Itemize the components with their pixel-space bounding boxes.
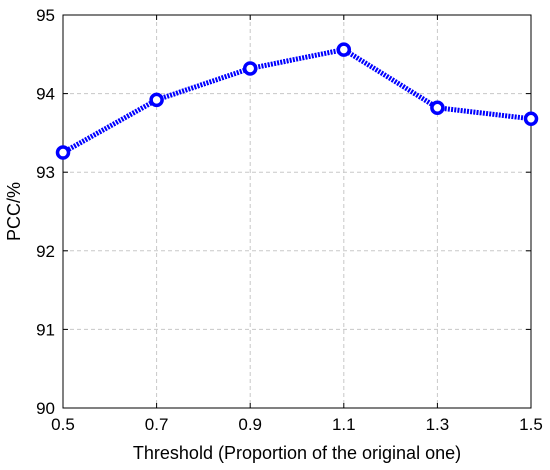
plot-area-frame <box>62 14 532 409</box>
data-point-marker <box>523 111 539 127</box>
data-point-marker <box>55 145 71 160</box>
data-point-marker <box>149 92 164 108</box>
series-line <box>61 47 532 155</box>
x-tick-label: 0.9 <box>238 415 262 434</box>
y-tick-label: 90 <box>36 399 55 418</box>
axis-ticks <box>62 14 532 409</box>
x-tick-label: 1.3 <box>426 415 450 434</box>
tick-labels: 0.5 0.7 0.9 1.1 1.3 1.5 90 91 92 93 94 95 <box>36 6 543 434</box>
x-axis-label: Threshold (Proportion of the original on… <box>133 443 461 463</box>
y-tick-label: 92 <box>36 242 55 261</box>
x-tick-label: 0.5 <box>51 415 75 434</box>
x-tick-label: 1.5 <box>519 415 543 434</box>
y-tick-label: 95 <box>36 6 55 25</box>
x-tick-label: 0.7 <box>145 415 169 434</box>
data-point-marker <box>242 61 258 76</box>
y-tick-label: 94 <box>36 85 55 104</box>
data-point-marker <box>430 100 445 115</box>
y-axis-label: PCC/% <box>4 182 24 241</box>
y-tick-label: 91 <box>36 320 55 339</box>
y-tick-label: 93 <box>36 163 55 182</box>
x-tick-label: 1.1 <box>332 415 356 434</box>
data-point-marker <box>336 42 352 57</box>
grid-lines <box>63 15 531 408</box>
series-layer <box>55 42 539 160</box>
